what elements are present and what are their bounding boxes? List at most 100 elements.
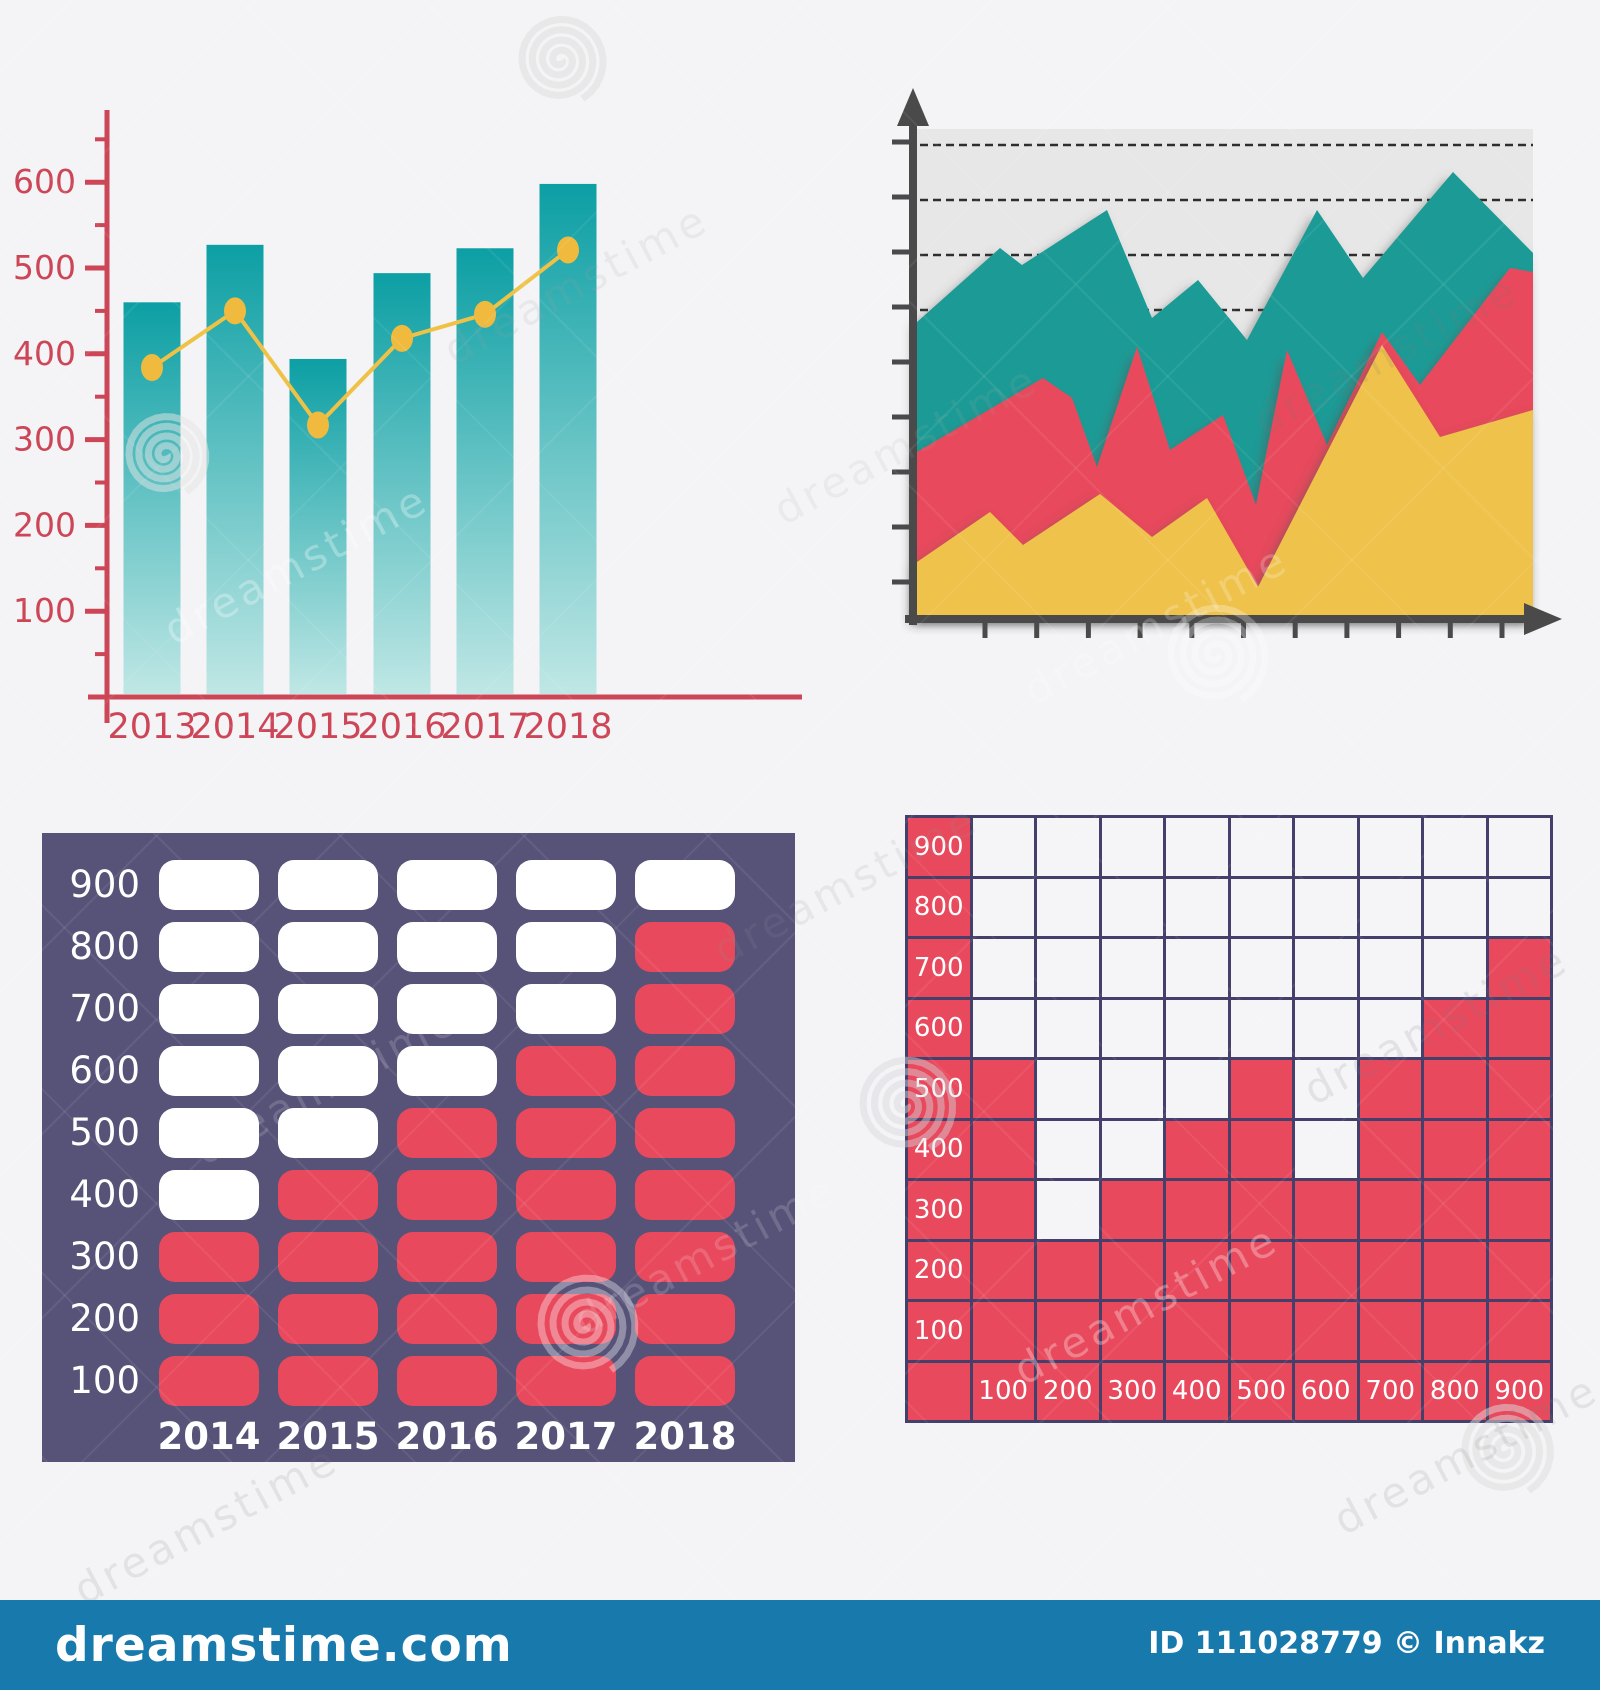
overlay-line: [150, 248, 570, 429]
pill-2018-300-filled: [635, 1232, 735, 1282]
pill-2015-900-empty: [278, 860, 378, 910]
pill-2014-800-empty: [159, 922, 259, 972]
waffle-cell-600-400-empty: [1295, 1120, 1357, 1178]
pill-2018-700-filled: [635, 984, 735, 1034]
waffle-cell-700-500-filled: [1359, 1060, 1421, 1118]
line-dot-2015: [307, 411, 329, 439]
pill-2014-700-empty: [159, 984, 259, 1034]
x-label-2018: 2018: [523, 707, 612, 747]
dreamstime-logo: dreamstime.com: [55, 1618, 513, 1673]
x-label-2016: 2016: [395, 1415, 499, 1458]
waffle-cell-300-700-empty: [1101, 939, 1163, 997]
waffle-cell-300-400-empty: [1101, 1120, 1163, 1178]
waffle-cell-600-500-empty: [1295, 1060, 1357, 1118]
waffle-cell-400-100-filled: [1166, 1302, 1228, 1360]
waffle-cell-800-200-filled: [1424, 1241, 1486, 1299]
waffle-cell-800-700-empty: [1424, 939, 1486, 997]
waffle-row-label-600: 600: [908, 999, 970, 1057]
waffle-row-label-300: 300: [908, 1181, 970, 1239]
waffle-cell-900-500-filled: [1488, 1060, 1550, 1118]
waffle-cell-400-600-empty: [1166, 999, 1228, 1057]
waffle-row-label-400: 400: [908, 1120, 970, 1178]
waffle-cell-100-700-empty: [972, 939, 1034, 997]
waffle-cell-200-400-empty: [1037, 1120, 1099, 1178]
bar-2015: [289, 358, 347, 694]
pill-2018-600-filled: [635, 1046, 735, 1096]
waffle-cell-200-500-empty: [1037, 1060, 1099, 1118]
pill-2017-100-filled: [516, 1356, 616, 1406]
waffle-cell-500-600-empty: [1230, 999, 1292, 1057]
waffle-cell-700-400-filled: [1359, 1120, 1421, 1178]
pill-2015-600-empty: [278, 1046, 378, 1096]
waffle-col-label-200: 200: [1037, 1362, 1099, 1420]
waffle-cell-400-300-filled: [1166, 1181, 1228, 1239]
pill-2015-500-empty: [278, 1108, 378, 1158]
waffle-cell-100-900-empty: [972, 818, 1034, 876]
pill-2014-300-filled: [159, 1232, 259, 1282]
pill-2015-100-filled: [278, 1356, 378, 1406]
pill-2017-600-filled: [516, 1046, 616, 1096]
y-tick-label-300: 300: [13, 420, 76, 459]
waffle-cell-600-300-filled: [1295, 1181, 1357, 1239]
pill-2018-900-empty: [635, 860, 735, 910]
waffle-cell-200-600-empty: [1037, 999, 1099, 1057]
pill-2014-200-filled: [159, 1294, 259, 1344]
waffle-cell-800-500-filled: [1424, 1060, 1486, 1118]
waffle-row-label-900: 900: [908, 818, 970, 876]
waffle-col-label-400: 400: [1166, 1362, 1228, 1420]
waffle-cell-200-100-filled: [1037, 1302, 1099, 1360]
waffle-cell-200-200-filled: [1037, 1241, 1099, 1299]
line-dot-2014: [224, 297, 246, 325]
waffle-cell-600-800-empty: [1295, 878, 1357, 936]
waffle-cell-500-400-filled: [1230, 1120, 1292, 1178]
waffle-cell-400-200-filled: [1166, 1241, 1228, 1299]
waffle-row-label-100: 100: [908, 1302, 970, 1360]
waffle-cell-500-300-filled: [1230, 1181, 1292, 1239]
waffle-cell-200-800-empty: [1037, 878, 1099, 936]
pill-2016-900-empty: [397, 860, 497, 910]
waffle-cell-300-300-filled: [1101, 1181, 1163, 1239]
waffle-cell-100-200-filled: [972, 1241, 1034, 1299]
waffle-cell-400-500-empty: [1166, 1060, 1228, 1118]
waffle-cell-600-100-filled: [1295, 1302, 1357, 1360]
x-label-2014: 2014: [190, 707, 279, 747]
waffle-cell-900-700-filled: [1488, 939, 1550, 997]
waffle-cell-500-500-filled: [1230, 1060, 1292, 1118]
waffle-cell-800-900-empty: [1424, 818, 1486, 876]
waffle-grid-chart: 900 800 700 600 500 400 300 200 100 100 200 300 400 5…: [905, 815, 1553, 1423]
y-tick-label-600: 600: [13, 162, 76, 201]
x-label-2015: 2015: [273, 707, 362, 747]
waffle-cell-500-100-filled: [1230, 1302, 1292, 1360]
x-label-2017: 2017: [440, 707, 529, 747]
pill-2016-800-empty: [397, 922, 497, 972]
pill-2017-300-filled: [516, 1232, 616, 1282]
waffle-cell-500-900-empty: [1230, 818, 1292, 876]
waffle-col-label-700: 700: [1359, 1362, 1421, 1420]
waffle-row-label-700: 700: [908, 939, 970, 997]
row-label-700: 700: [69, 987, 140, 1030]
waffle-cell-700-900-empty: [1359, 818, 1421, 876]
waffle-cell-100-800-empty: [972, 878, 1034, 936]
pill-2018-500-filled: [635, 1108, 735, 1158]
waffle-cell-600-900-empty: [1295, 818, 1357, 876]
y-axis-arrow: [897, 88, 929, 126]
y-tick-label-200: 200: [13, 505, 76, 544]
image-id-credit: ID 111028779 © Innakz: [1148, 1626, 1545, 1661]
waffle-cell-600-600-empty: [1295, 999, 1357, 1057]
pill-2017-200-filled: [516, 1294, 616, 1344]
line-dot-2016: [391, 324, 413, 352]
waffle-cell-100-400-filled: [972, 1120, 1034, 1178]
row-label-200: 200: [69, 1297, 140, 1340]
x-label-2013: 2013: [107, 707, 196, 747]
waffle-cell-100-100-filled: [972, 1302, 1034, 1360]
x-label-2015: 2015: [276, 1415, 380, 1458]
pill-2016-600-empty: [397, 1046, 497, 1096]
pill-2018-100-filled: [635, 1356, 735, 1406]
waffle-cell-300-500-empty: [1101, 1060, 1163, 1118]
x-label-2014: 2014: [157, 1415, 261, 1458]
waffle-cell-600-200-filled: [1295, 1241, 1357, 1299]
y-tick-label-100: 100: [13, 591, 76, 630]
row-label-500: 500: [69, 1111, 140, 1154]
waffle-grid: 900 800 700 600 500 400 300 200 100 100 200 300 400 5…: [908, 818, 1550, 1420]
pill-2018-200-filled: [635, 1294, 735, 1344]
